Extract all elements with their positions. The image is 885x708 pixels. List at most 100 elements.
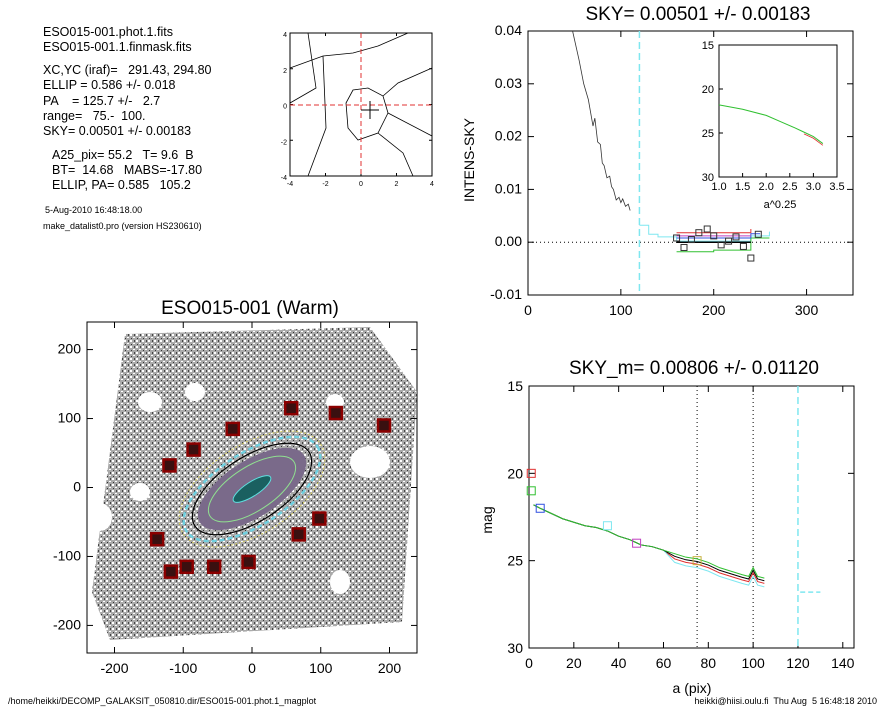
isophote-yellow — [178, 430, 326, 548]
star-marker — [163, 564, 179, 579]
isophote-marker — [526, 468, 536, 478]
sky-profile-line — [572, 30, 631, 211]
masked-region — [138, 392, 162, 412]
center-contour-chart: -4 -2 0 2 4 -4 -2 0 2 4 — [281, 32, 434, 188]
contour-xtick-label: 0 — [359, 181, 363, 188]
contour-line — [289, 32, 317, 104]
inset-ytick-label: 30 — [702, 172, 714, 184]
isophote-marker — [535, 503, 545, 513]
mag-xtick-label: 80 — [701, 655, 717, 671]
galaxy-xtick-label: 100 — [309, 660, 333, 676]
sky-point — [747, 254, 755, 262]
inset-xtick-label: 3.0 — [806, 181, 821, 193]
mag-xlabel: a (pix) — [673, 680, 712, 696]
sky-point — [695, 229, 703, 237]
info-line: ELLIP, PA= 0.585 105.2 — [52, 178, 191, 192]
contour-line — [387, 112, 433, 137]
mag-profile-line — [533, 504, 765, 579]
sky-point — [754, 230, 762, 238]
inset-xtick-label: 1.5 — [735, 181, 750, 193]
sky-ytick-label: -0.01 — [490, 286, 522, 302]
sky-ytick-label: 0.00 — [495, 233, 522, 249]
galaxy-ytick-label: 100 — [58, 410, 82, 426]
sky-title: SKY= 0.00501 +/- 0.00183 — [585, 4, 810, 25]
sky-point — [680, 243, 688, 251]
star-marker — [186, 442, 201, 457]
sky-ytick-label: 0.01 — [495, 180, 522, 196]
isophote-cyan — [182, 435, 322, 543]
contour-ytick-label: 2 — [283, 68, 287, 75]
galaxy-ytick-label: 200 — [58, 341, 82, 357]
star-marker — [376, 418, 392, 433]
sky-xtick-label: 300 — [795, 302, 819, 318]
inset-xtick-label: 2.0 — [759, 181, 774, 193]
inset-frame — [718, 44, 838, 178]
masked-region — [350, 446, 390, 478]
sky-point — [673, 234, 681, 242]
galaxy-ytick-label: -100 — [53, 547, 81, 563]
isophote-marker — [526, 486, 536, 496]
info-line: XC,YC (iraf)= 291.43, 294.80 — [43, 63, 212, 77]
isophote-marker — [692, 556, 702, 566]
mag-title: SKY_m= 0.00806 +/- 0.01120 — [569, 358, 819, 379]
contour-line — [289, 32, 409, 69]
contour-line — [382, 67, 433, 97]
sky-step-line — [676, 229, 752, 234]
mag-ytick-label: 20 — [507, 465, 523, 481]
mag-xtick-label: 20 — [566, 655, 582, 671]
sky-ytick-label: 0.03 — [495, 75, 522, 91]
contour-ytick-label: -4 — [281, 175, 287, 182]
sky-point — [725, 237, 733, 245]
contour-xtick-label: 2 — [395, 181, 399, 188]
footer-path: /home/heikki/DECOMP_GALAKSIT_050810.dir/… — [8, 696, 317, 706]
contour-ytick-label: -2 — [281, 139, 287, 146]
mag-profile-chart: SKY_m= 0.00806 +/- 0.01120 mag a (pix) 0… — [479, 358, 855, 696]
sky-xtick-label: 0 — [524, 302, 532, 318]
mag-frame — [528, 385, 855, 649]
mag-xtick-label: 120 — [786, 655, 810, 671]
galaxy-xtick-label: 200 — [378, 660, 402, 676]
inset-xtick-label: 3.5 — [829, 181, 844, 193]
star-marker — [149, 531, 165, 547]
masked-region — [330, 570, 350, 594]
contour-line — [377, 132, 414, 177]
mag-xtick-label: 40 — [611, 655, 627, 671]
sky-ytick-label: 0.02 — [495, 128, 522, 144]
sky-profile-chart: SKY= 0.00501 +/- 0.00183 INTENS-SKY 0 100… — [461, 4, 854, 318]
galaxy-ytick-label: 0 — [73, 479, 81, 495]
info-line: range= 75.- 100. — [43, 109, 146, 123]
sky-point — [739, 242, 747, 250]
sky-point — [732, 233, 740, 241]
isophote-marker — [632, 538, 642, 548]
info-date: 5-Aug-2010 16:48:18.00 — [45, 205, 143, 215]
galaxy-core — [232, 475, 272, 503]
masked-region — [88, 503, 112, 531]
galaxy-xtick-label: -200 — [100, 660, 128, 676]
star-marker — [312, 511, 327, 526]
mag-xtick-label: 140 — [831, 655, 855, 671]
info-line: SKY= 0.00501 +/- 0.00183 — [43, 124, 192, 138]
contour-ytick-label: 0 — [283, 104, 287, 111]
isophote-marker — [602, 521, 612, 531]
sky-point — [717, 241, 725, 249]
star-marker — [179, 559, 194, 575]
star-marker — [225, 421, 240, 437]
masked-region — [130, 483, 150, 501]
sky-step-line — [639, 224, 770, 242]
inset-xtick-label: 1.0 — [711, 181, 726, 193]
sky-ylabel: INTENS-SKY — [461, 117, 477, 202]
info-line: ESO015-001.1.finmask.fits — [43, 40, 192, 54]
inset-xtick-label: 2.5 — [782, 181, 797, 193]
galaxy-image-chart: ESO015-001 (Warm) -200 -100 0 100 200 -200 -10… — [53, 298, 418, 676]
star-marker — [206, 559, 222, 575]
contour-line — [345, 87, 389, 141]
footer-user: heikki@hiisi.oulu.fi Thu Aug 5 16:48:18 … — [694, 696, 877, 706]
info-line: A25_pix= 55.2 T= 9.6 B — [52, 148, 194, 162]
sky-ytick-label: 0.04 — [495, 22, 522, 38]
star-marker — [283, 400, 299, 416]
info-program: make_datalist0.pro (version HS230610) — [43, 221, 202, 231]
galaxy-ytick-label: -200 — [53, 616, 81, 632]
isophote-green — [207, 455, 297, 523]
inset-xlabel: a^0.25 — [764, 199, 797, 211]
star-marker — [291, 527, 306, 542]
